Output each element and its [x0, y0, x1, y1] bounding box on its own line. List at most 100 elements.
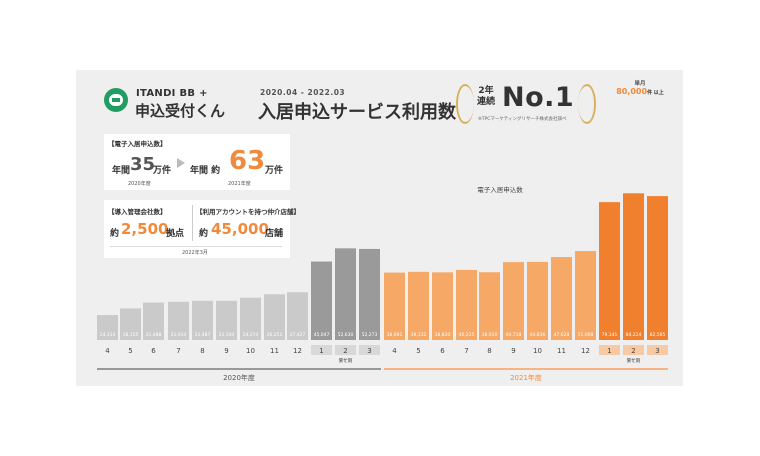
- bar-value-label: 18,155: [123, 332, 139, 338]
- year-2020-label: 2020年度: [223, 373, 255, 382]
- bar-value-label: 47,628: [554, 332, 570, 338]
- bar-value-label: 22,487: [195, 332, 211, 338]
- bar-value-label: 38,830: [435, 332, 451, 338]
- busy-season-month-bg: [599, 345, 620, 355]
- bar-value-label: 24,274: [243, 332, 259, 338]
- badge-label: 単月: [634, 81, 646, 87]
- after-unit: 万件: [265, 166, 284, 176]
- bar-value-label: 79,141: [602, 332, 618, 338]
- month-tick-label: 8: [487, 347, 491, 355]
- month-tick-label: 4: [105, 347, 110, 355]
- network-card: [104, 200, 290, 258]
- after-year: 2021年度: [228, 181, 251, 187]
- chart-bar: [168, 301, 189, 340]
- month-tick-label: 11: [270, 347, 279, 355]
- stores-prefix: 約: [199, 229, 209, 239]
- after-value: 63: [229, 146, 266, 176]
- chart-bar: [408, 271, 429, 340]
- card2-date: 2022年3月: [182, 250, 208, 256]
- annual-applications-card: [104, 134, 290, 190]
- bar-value-label: 21,934: [171, 332, 187, 338]
- month-tick-label: 12: [581, 347, 590, 355]
- before-year: 2020年度: [128, 181, 151, 187]
- month-tick-label: 5: [416, 347, 420, 355]
- bar-value-label: 52,630: [338, 332, 354, 338]
- bar-value-label: 82,585: [650, 332, 666, 338]
- chart-bar: [359, 248, 380, 340]
- month-tick-label: 12: [293, 347, 302, 355]
- award-badge: 2年連続 No.1 ※TPCマーケティングリサーチ株式会社調べ: [456, 80, 596, 128]
- laurel-left-icon: [456, 84, 474, 124]
- companies-unit: 拠点: [166, 229, 185, 239]
- month-tick-label: 10: [246, 347, 255, 355]
- itandi-logo-icon: [104, 88, 128, 112]
- year-2021-rule: [384, 368, 668, 370]
- bar-value-label: 22,504: [219, 332, 235, 338]
- stores-value: 45,000: [211, 220, 269, 238]
- chart-bar: [192, 300, 213, 340]
- chart-bar: [479, 272, 500, 340]
- month-tick-label: 11: [557, 347, 566, 355]
- month-tick-label: 7: [176, 347, 180, 355]
- busy-season-month-bg: [311, 345, 332, 355]
- stores-unit: 店舗: [265, 229, 284, 239]
- year-2020-rule: [97, 368, 381, 370]
- month-tick-label: 6: [440, 347, 445, 355]
- month-tick-label: 3: [655, 347, 659, 355]
- month-tick-label: 9: [224, 347, 228, 355]
- card2-divider: [192, 205, 193, 241]
- chart-bar: [311, 261, 332, 340]
- chart-bar: [647, 196, 668, 340]
- after-prefix: 年間 約: [190, 166, 221, 176]
- badge-value: 80,000件 以上: [612, 87, 668, 96]
- chart-bar: [384, 272, 405, 340]
- busy-season-month-bg: [335, 345, 356, 355]
- before-value: 35: [130, 154, 156, 175]
- card1-tag: 【電子入居申込数】: [108, 140, 167, 148]
- award-years: 2年連続: [476, 86, 495, 107]
- chart-bar: [599, 202, 620, 340]
- bar-value-label: 38,910: [482, 332, 498, 338]
- bar-value-label: 14,314: [100, 332, 116, 338]
- month-tick-label: 9: [511, 347, 515, 355]
- chart-bar: [503, 262, 524, 340]
- busy-season-label: 繁忙期: [339, 357, 353, 364]
- award-title: No.1: [502, 82, 575, 113]
- year-2021-label: 2021年度: [510, 373, 542, 382]
- monthly-peak-badge: 単月 80,000件 以上: [612, 79, 668, 103]
- bar-value-label: 44,718: [506, 332, 522, 338]
- bar-value-label: 84,224: [626, 332, 642, 338]
- busy-season-label: 繁忙期: [627, 357, 641, 364]
- month-tick-label: 1: [319, 347, 323, 355]
- month-tick-label: 2: [631, 347, 635, 355]
- badge-suffix: 件 以上: [647, 90, 664, 96]
- chart-bar: [432, 272, 453, 340]
- bar-value-label: 45,047: [314, 332, 330, 338]
- card2-rule: [110, 246, 282, 247]
- bar-value-label: 27,427: [290, 332, 306, 338]
- award-note: ※TPCマーケティングリサーチ株式会社調べ: [478, 117, 567, 122]
- bar-value-label: 52,273: [362, 332, 378, 338]
- bar-value-label: 51,068: [578, 332, 594, 338]
- bar-value-label: 21,488: [146, 332, 162, 338]
- before-prefix: 年間: [112, 166, 131, 176]
- badge-value-number: 80,000: [616, 87, 648, 96]
- month-tick-label: 3: [367, 347, 371, 355]
- month-tick-label: 8: [200, 347, 204, 355]
- before-unit: 万件: [153, 166, 172, 176]
- bar-value-label: 26,251: [267, 332, 283, 338]
- chart-bar: [240, 297, 261, 340]
- companies-prefix: 約: [110, 229, 120, 239]
- brand-name: ITANDI BB +: [136, 88, 208, 99]
- bar-value-label: 40,225: [459, 332, 475, 338]
- bar-value-label: 39,132: [411, 332, 427, 338]
- product-name: 申込受付くん: [135, 102, 226, 120]
- busy-season-month-bg: [359, 345, 380, 355]
- chart-bar: [623, 193, 644, 340]
- chart-bar: [143, 302, 164, 340]
- chart-bar: [120, 308, 141, 340]
- chart-bar: [551, 257, 572, 340]
- companies-tag: 【導入管理会社数】: [108, 208, 167, 216]
- month-tick-label: 5: [128, 347, 132, 355]
